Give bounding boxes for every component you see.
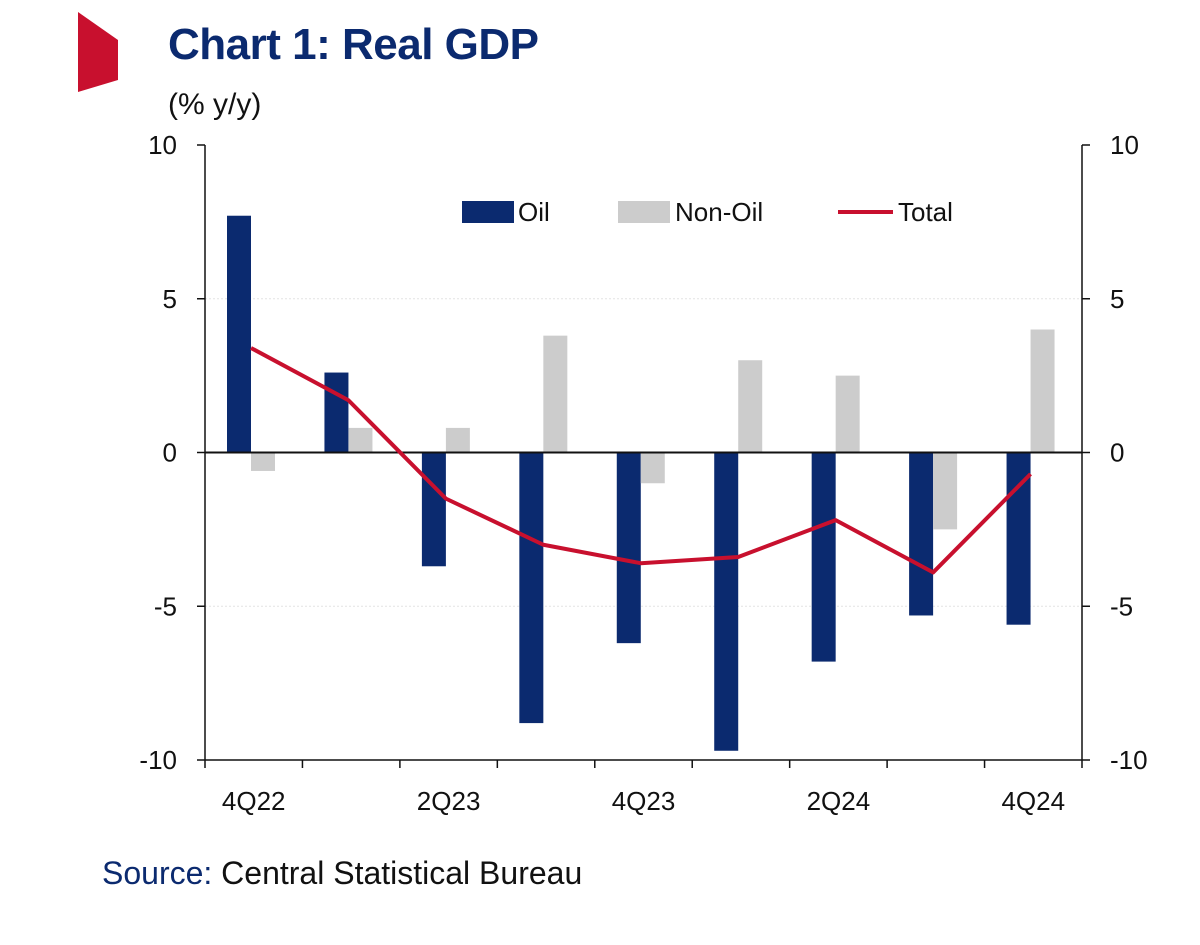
right-y-tick-label: 0 bbox=[1110, 438, 1124, 468]
left-y-tick-label: -10 bbox=[139, 745, 177, 775]
non-oil-bar bbox=[738, 360, 763, 453]
right-y-tick-label: -5 bbox=[1110, 591, 1133, 621]
left-y-tick-label: 0 bbox=[163, 438, 177, 468]
left-y-tick-label: 10 bbox=[148, 130, 177, 160]
oil-bar bbox=[909, 452, 934, 616]
oil-bar bbox=[227, 215, 251, 453]
source-note: Source: Central Statistical Bureau bbox=[102, 855, 582, 892]
gdp-chart: 10 10 5 5 0 0 -5 -5 -10 -10 4Q22 2Q23 4Q23 2Q24 4Q24 Oi… bbox=[139, 130, 1148, 816]
x-tick-label: 4Q22 bbox=[222, 786, 286, 816]
y-axis-unit: (% y/y) bbox=[168, 88, 262, 121]
chart-title: Chart 1: Real GDP bbox=[168, 20, 539, 69]
oil-bar bbox=[421, 452, 446, 567]
right-y-tick-label: -10 bbox=[1110, 745, 1148, 775]
non-oil-bar bbox=[543, 335, 568, 453]
title-marker-icon bbox=[78, 12, 118, 92]
x-tick-label: 4Q24 bbox=[1001, 786, 1065, 816]
total-line bbox=[250, 346, 1032, 575]
non-oil-bar bbox=[835, 375, 860, 453]
source-label: Source: bbox=[102, 855, 213, 891]
x-tick-label: 2Q23 bbox=[417, 786, 481, 816]
non-oil-bar bbox=[640, 452, 665, 484]
oil-bar bbox=[324, 372, 349, 453]
source-text: Central Statistical Bureau bbox=[212, 855, 583, 891]
oil-bar bbox=[714, 452, 739, 751]
legend-total-label: Total bbox=[898, 197, 953, 227]
oil-bar bbox=[616, 452, 641, 644]
legend-non-oil-swatch bbox=[618, 201, 670, 223]
right-y-tick-label: 10 bbox=[1110, 130, 1139, 160]
oil-bar bbox=[811, 452, 836, 662]
legend-non-oil-label: Non-Oil bbox=[675, 197, 763, 227]
non-oil-bar bbox=[1030, 329, 1055, 453]
x-tick-label: 4Q23 bbox=[612, 786, 676, 816]
x-tick-label: 2Q24 bbox=[807, 786, 871, 816]
non-oil-bar bbox=[445, 427, 470, 453]
non-oil-bar bbox=[348, 427, 373, 453]
oil-bar bbox=[519, 452, 544, 724]
oil-bar bbox=[1006, 452, 1031, 625]
legend-oil-label: Oil bbox=[518, 197, 550, 227]
non-oil-bar bbox=[251, 452, 275, 471]
non-oil-bar bbox=[933, 452, 958, 530]
left-y-tick-label: -5 bbox=[154, 591, 177, 621]
legend-oil-swatch bbox=[462, 201, 514, 223]
left-y-tick-label: 5 bbox=[163, 284, 177, 314]
right-y-tick-label: 5 bbox=[1110, 284, 1124, 314]
